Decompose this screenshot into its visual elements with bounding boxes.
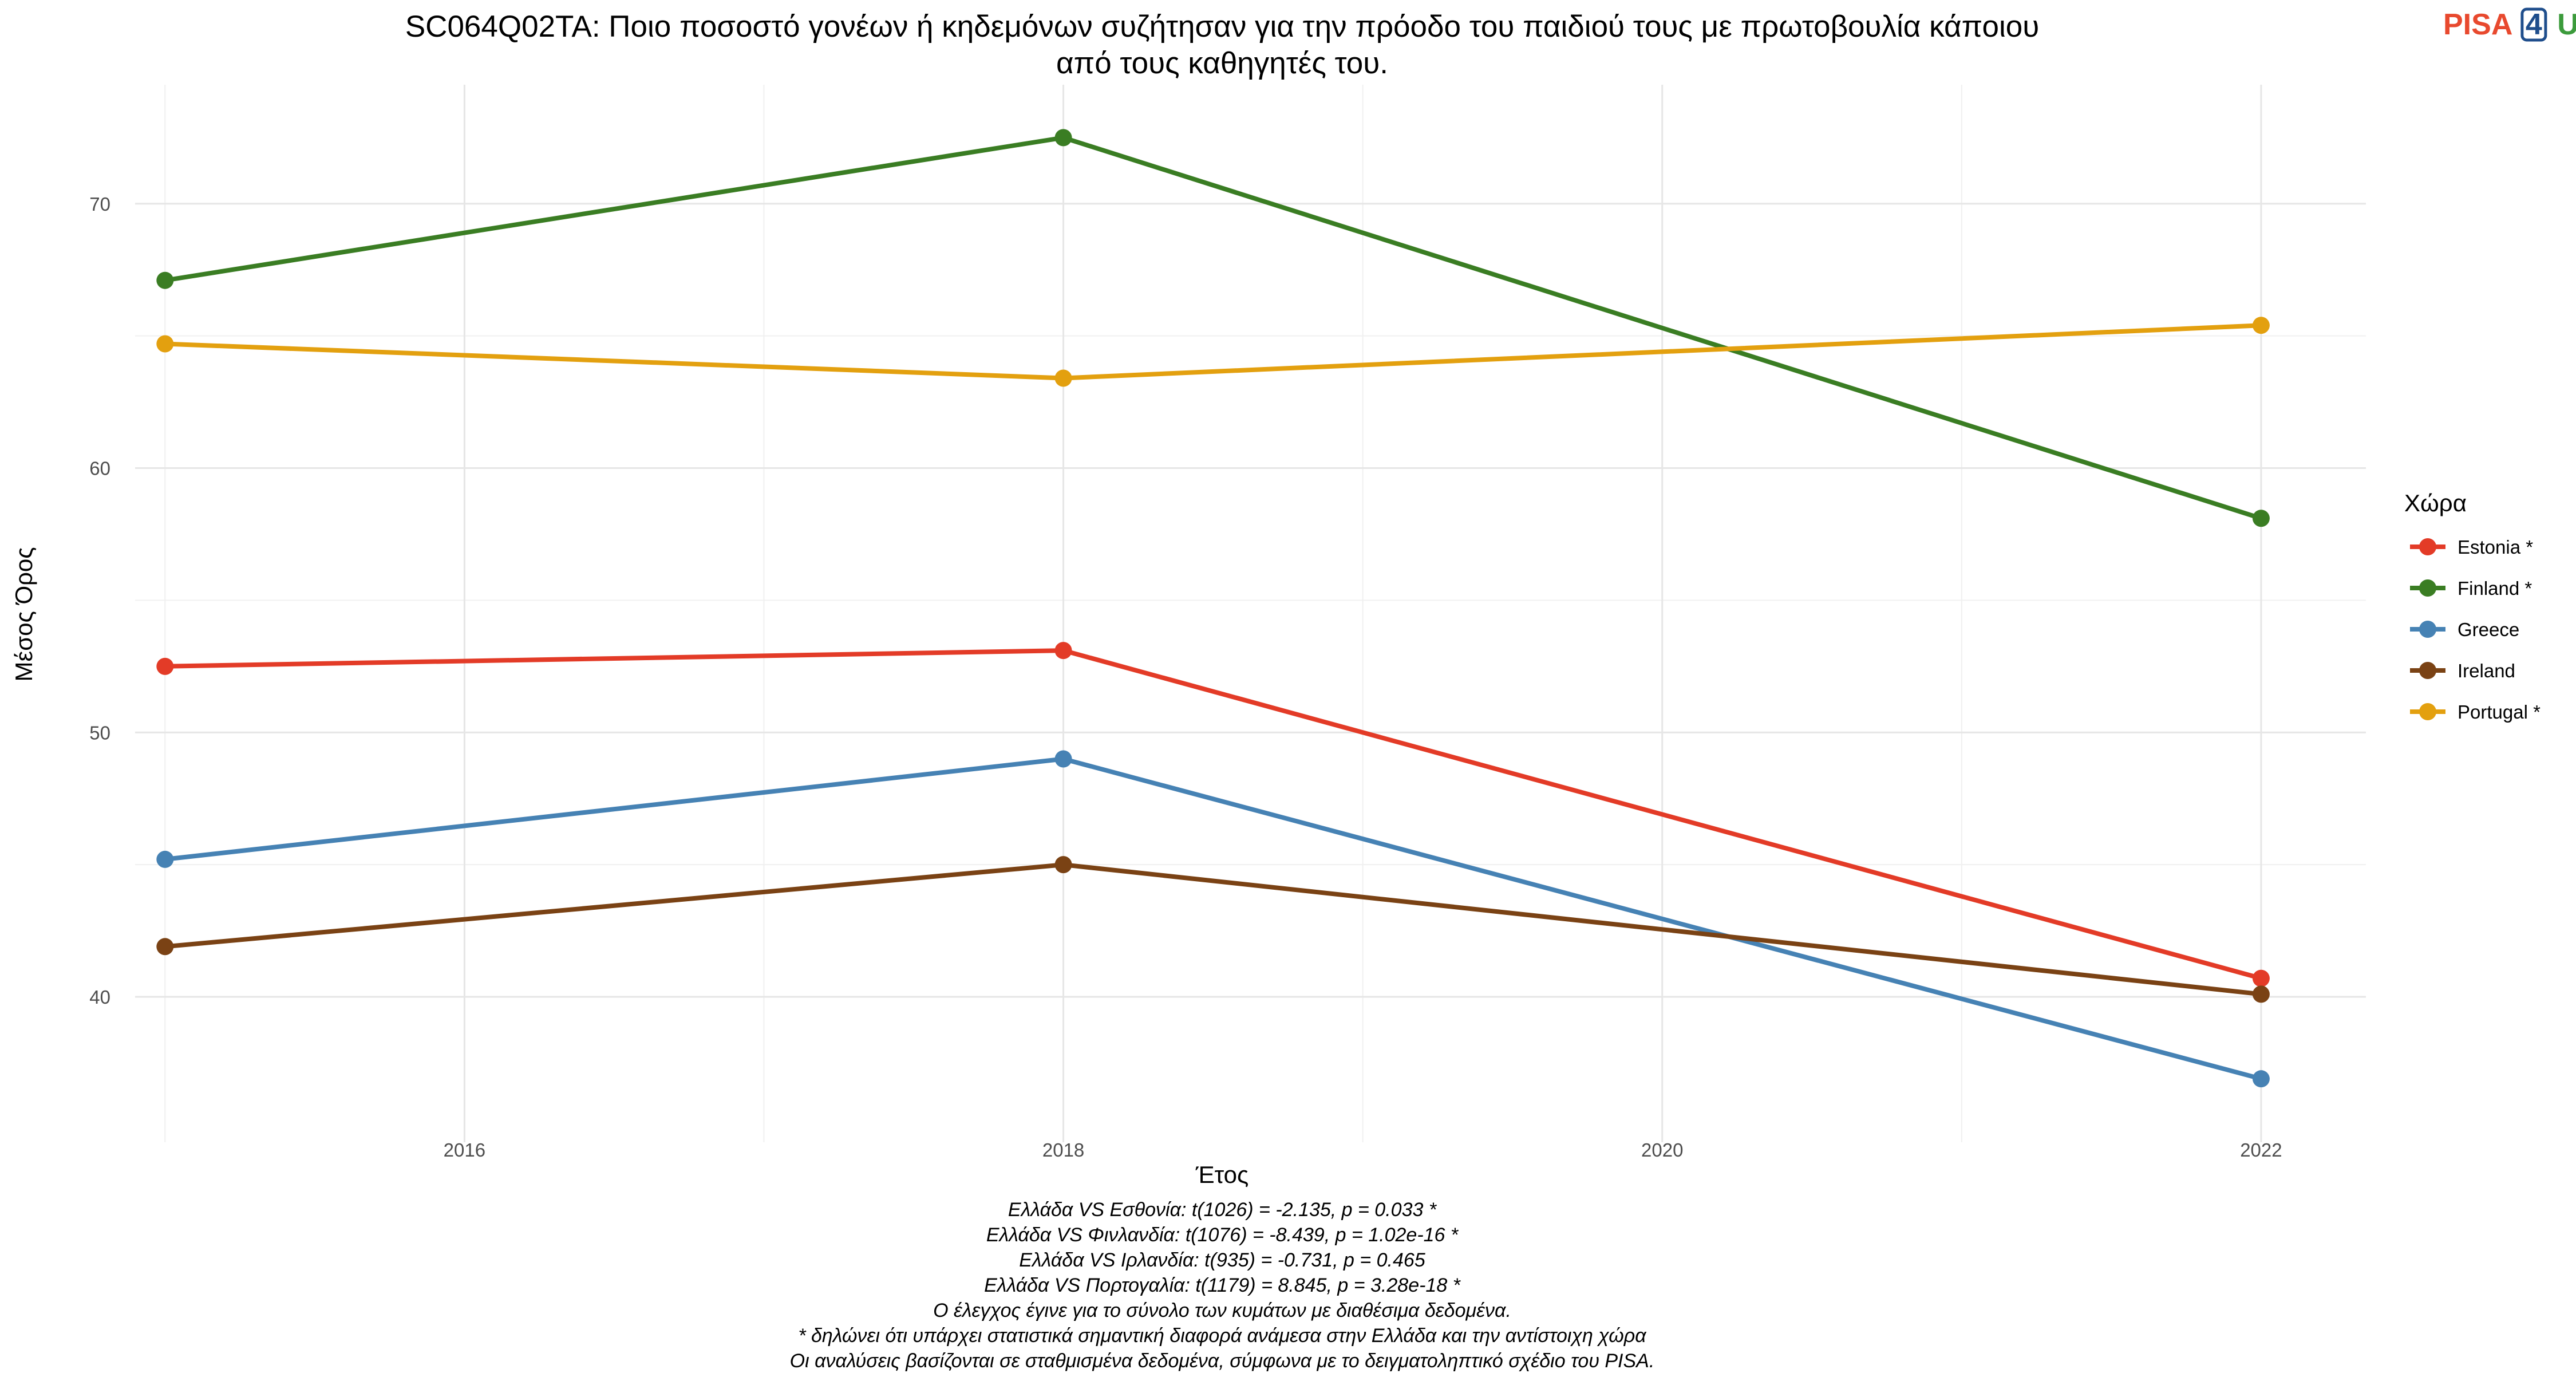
series-3 (156, 856, 2270, 1003)
caption-line: Ελλάδα VS Εσθονία: t(1026) = -2.135, p =… (1008, 1199, 1437, 1221)
legend-key-point (2419, 662, 2436, 679)
data-point (2252, 510, 2270, 527)
data-point (2252, 985, 2270, 1003)
caption-line: Ο έλεγχος έγινε για το σύνολο των κυμάτω… (933, 1300, 1511, 1321)
legend-item: Estonia * (2410, 536, 2533, 558)
data-point (1054, 129, 1072, 147)
chart-title-line-1: SC064Q02TA: Ποιο ποσοστό γονέων ή κηδεμό… (405, 10, 2039, 44)
caption: Ελλάδα VS Εσθονία: t(1026) = -2.135, p =… (790, 1199, 1655, 1372)
x-tick-label: 2016 (444, 1139, 485, 1161)
pisa4u-logo: PISA 4 U (2443, 8, 2576, 41)
legend-item: Portugal * (2410, 701, 2541, 723)
legend-key-point (2419, 579, 2436, 597)
data-point (2252, 317, 2270, 334)
legend-key-point (2419, 703, 2436, 720)
data-point (1054, 369, 1072, 387)
data-point (1054, 856, 1072, 874)
data-point (156, 850, 174, 868)
series-2 (156, 750, 2270, 1088)
data-point (156, 271, 174, 289)
legend-title: Χώρα (2404, 490, 2467, 516)
legend-key-point (2419, 538, 2436, 555)
caption-line: Οι αναλύσεις βασίζονται σε σταθμισμένα δ… (790, 1350, 1655, 1372)
grid-minor (135, 85, 2366, 1142)
data-point (156, 335, 174, 353)
logo-four-box (2520, 7, 2547, 42)
logo-pisa: PISA (2443, 8, 2512, 41)
data-point (1054, 642, 1072, 660)
legend-label: Estonia * (2458, 536, 2533, 558)
legend-label: Finland * (2458, 578, 2532, 599)
y-tick-label: 60 (89, 458, 110, 479)
data-point (156, 657, 174, 675)
x-axis-ticks: 2016 2018 2020 2022 (444, 1139, 2282, 1161)
data-point (156, 938, 174, 956)
legend-item: Ireland (2410, 660, 2515, 681)
x-tick-label: 2022 (2240, 1139, 2282, 1161)
data-point (2252, 969, 2270, 987)
x-axis-title: Έτος (1195, 1161, 1249, 1188)
chart-title-line-2: από τους καθηγητές του. (1056, 46, 1388, 80)
y-tick-label: 50 (89, 722, 110, 743)
legend-item: Greece (2410, 619, 2519, 640)
y-tick-label: 70 (89, 194, 110, 215)
caption-line: Ελλάδα VS Πορτογαλία: t(1179) = 8.845, p… (984, 1275, 1461, 1296)
data-point (2252, 1070, 2270, 1088)
series-1 (156, 129, 2270, 527)
series-0 (156, 642, 2270, 987)
caption-line: * δηλώνει ότι υπάρχει στατιστικά σημαντι… (798, 1325, 1647, 1347)
legend-label: Greece (2458, 619, 2519, 640)
x-tick-label: 2020 (1641, 1139, 1683, 1161)
legend-key-point (2419, 621, 2436, 638)
logo-u: U (2557, 8, 2576, 41)
legend-label: Portugal * (2458, 701, 2541, 723)
logo-four: 4 (2526, 8, 2542, 41)
caption-line: Ελλάδα VS Ιρλανδία: t(935) = -0.731, p =… (1019, 1249, 1425, 1271)
y-axis-ticks: 40 50 60 70 (89, 194, 110, 1008)
legend-label: Ireland (2458, 660, 2515, 681)
y-axis-title: Μέσος Όρος (10, 547, 37, 682)
legend-item: Finland * (2410, 578, 2532, 599)
x-tick-label: 2018 (1042, 1139, 1084, 1161)
caption-line: Ελλάδα VS Φινλανδία: t(1076) = -8.439, p… (986, 1224, 1459, 1246)
series-4 (156, 317, 2270, 387)
grid-major (135, 85, 2366, 1142)
series-lines (156, 129, 2270, 1088)
legend: Estonia * Finland * Greece Ireland Portugal … (2410, 536, 2541, 723)
y-tick-label: 40 (89, 987, 110, 1008)
data-point (1054, 750, 1072, 768)
